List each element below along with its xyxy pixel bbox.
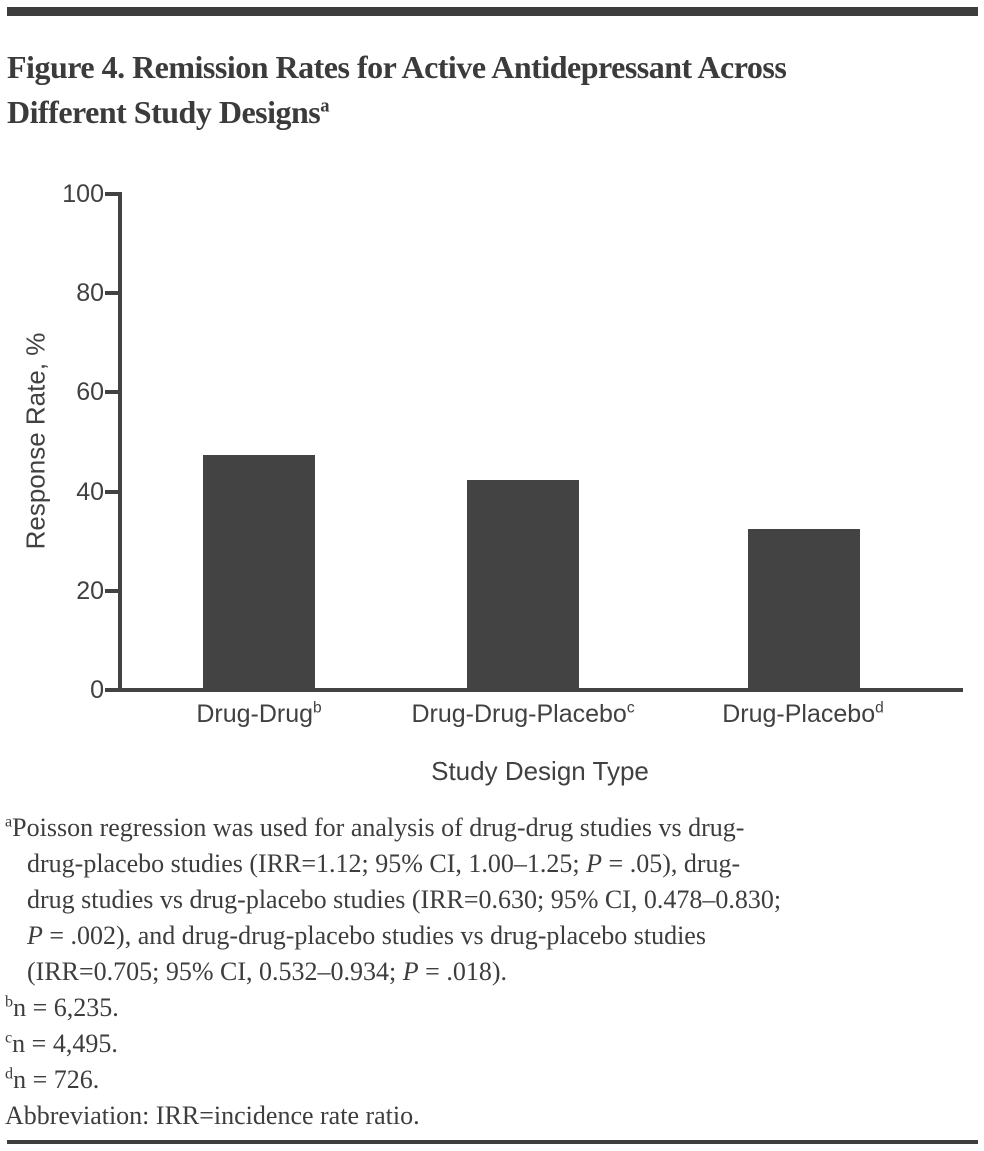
y-tick-label: 80 [76,279,104,308]
footnote-marker-a: a [5,813,13,831]
footnote-line: Abbreviation: IRR=incidence rate ratio. [5,1101,420,1130]
footnote-marker-b: b [313,699,322,717]
footnote-marker-c: c [626,699,635,717]
y-tick-label: 40 [76,477,104,506]
bottom-rule [7,1140,978,1144]
x-axis-line [118,688,963,692]
y-tick-label: 60 [76,378,104,407]
top-rule [7,7,978,16]
figure-title-line1: Figure 4. Remission Rates for Active Ant… [7,49,787,86]
footnote-marker-b: b [5,993,14,1011]
footnotes: aPoisson regression was used for analysi… [5,810,980,1134]
figure-title-line2: Different Study Designsa [7,94,330,131]
footnote-line: drug-placebo studies (IRR=1.12; 95% CI, … [27,849,741,878]
y-tick-label: 100 [62,180,104,208]
bar-drug-drug [203,454,315,688]
y-tick [105,489,118,494]
x-category-label: Drug-Placebod [722,699,884,728]
y-tick [105,291,118,296]
figure-title: Figure 4. Remission Rates for Active Ant… [7,45,957,135]
y-tick-label: 20 [76,576,104,605]
y-tick [105,390,118,395]
footnote-line: cn = 4,495. [5,1029,118,1058]
footnote-marker-d: d [875,699,884,717]
footnote-marker-c: c [5,1029,13,1047]
footnote-line: bn = 6,235. [5,993,119,1022]
y-axis-title: Response Rate, % [20,332,51,550]
footnote-marker-a: a [320,95,330,117]
bar-drug-placebo [748,529,860,688]
footnote-line: dn = 726. [5,1065,100,1094]
footnote-line: (IRR=0.705; 95% CI, 0.532–0.934; P = .01… [27,957,507,986]
y-tick [105,688,118,692]
y-tick [105,192,118,196]
y-tick-label: 0 [90,676,104,704]
y-axis-line [118,192,122,692]
y-tick [105,588,118,593]
x-category-label: Drug-Drug-Placeboc [411,699,635,728]
x-axis-title: Study Design Type [431,756,649,786]
footnote-line: aPoisson regression was used for analysi… [5,813,745,842]
footnote-line: drug studies vs drug-placebo studies (IR… [27,885,782,914]
footnote-marker-d: d [5,1065,14,1083]
x-category-label: Drug-Drugb [196,699,322,728]
bar-drug-drug-placebo [467,479,579,688]
footnote-line: P = .002), and drug-drug-placebo studies… [27,921,706,950]
